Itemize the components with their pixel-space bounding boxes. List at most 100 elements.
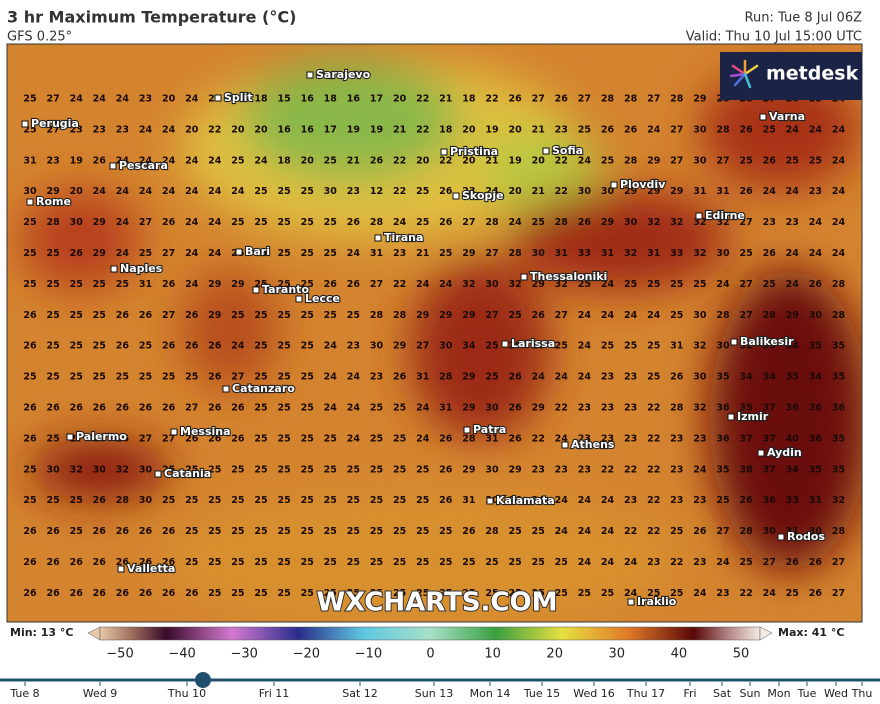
grid-value: 23 [70, 124, 83, 135]
grid-value: 30 [693, 124, 707, 135]
grid-value: 24 [162, 155, 176, 166]
grid-value: 25 [508, 526, 521, 537]
grid-value: 28 [393, 310, 407, 321]
grid-value: 28 [439, 372, 453, 383]
grid-value: 23 [624, 403, 637, 414]
grid-value: 18 [439, 124, 453, 135]
grid-value: 24 [208, 248, 222, 259]
grid-value: 30 [809, 310, 823, 321]
grid-value: 34 [462, 341, 476, 352]
colorbar-tick-label: 50 [733, 647, 750, 662]
grid-value: 22 [647, 495, 660, 506]
grid-value: 27 [46, 124, 59, 135]
city-name: Split [224, 91, 253, 104]
timeline-day[interactable]: Thu 10 [167, 687, 206, 700]
grid-value: 24 [324, 341, 338, 352]
timeline-day[interactable]: Wed [824, 687, 848, 700]
timeline-day[interactable]: Fri [683, 687, 696, 700]
grid-value: 25 [277, 341, 290, 352]
timeline-day[interactable]: Sun 13 [415, 687, 453, 700]
grid-value: 25 [46, 248, 59, 259]
grid-value: 25 [370, 526, 383, 537]
grid-value: 25 [393, 464, 406, 475]
timeline-day[interactable]: Mon [767, 687, 790, 700]
grid-value: 26 [370, 155, 384, 166]
grid-value: 26 [739, 495, 753, 506]
grid-value: 23 [347, 341, 360, 352]
grid-value: 30 [485, 464, 499, 475]
grid-value: 25 [277, 464, 290, 475]
grid-value: 25 [416, 526, 429, 537]
timeline-day[interactable]: Mon 14 [470, 687, 511, 700]
timeline-day[interactable]: Thu 17 [626, 687, 665, 700]
grid-value: 22 [532, 433, 545, 444]
grid-value: 25 [277, 186, 290, 197]
grid-value: 28 [508, 248, 522, 259]
grid-value: 23 [624, 372, 637, 383]
grid-value: 25 [532, 526, 545, 537]
timeline-day[interactable]: Thu [851, 687, 873, 700]
grid-value: 22 [555, 403, 568, 414]
timeline-day[interactable]: Tue 8 [9, 687, 39, 700]
grid-value: 31 [601, 248, 614, 259]
timeline-day[interactable]: Sat [713, 687, 732, 700]
timeline-day[interactable]: Wed 16 [573, 687, 614, 700]
grid-value: 22 [393, 279, 406, 290]
grid-value: 24 [185, 94, 199, 105]
grid-value: 24 [185, 155, 199, 166]
grid-value: 35 [716, 372, 729, 383]
grid-value: 33 [670, 248, 683, 259]
valid-time: Valid: Thu 10 Jul 15:00 UTC [686, 30, 862, 45]
grid-value: 25 [46, 433, 59, 444]
grid-value: 23 [786, 217, 799, 228]
grid-value: 31 [693, 186, 706, 197]
grid-value: 18 [254, 94, 268, 105]
grid-value: 30 [809, 526, 823, 537]
grid-value: 25 [324, 464, 337, 475]
grid-value: 26 [809, 279, 823, 290]
grid-value: 26 [93, 155, 107, 166]
grid-value: 25 [393, 433, 406, 444]
grid-value: 26 [116, 310, 130, 321]
grid-value: 23 [601, 372, 614, 383]
grid-value: 24 [786, 248, 800, 259]
grid-value: 25 [624, 341, 637, 352]
timeline-day[interactable]: Wed 9 [83, 687, 117, 700]
grid-value: 23 [647, 557, 660, 568]
grid-value: 30 [624, 217, 638, 228]
grid-value: 26 [508, 94, 522, 105]
grid-value: 19 [347, 124, 360, 135]
grid-value: 25 [439, 588, 452, 599]
grid-value: 26 [508, 403, 522, 414]
grid-value: 25 [370, 403, 383, 414]
grid-value: 24 [485, 186, 499, 197]
grid-value: 24 [578, 372, 592, 383]
grid-value: 30 [693, 310, 707, 321]
timeline-day[interactable]: Tue 15 [523, 687, 560, 700]
grid-value: 24 [208, 186, 222, 197]
grid-value: 23 [93, 124, 106, 135]
city-name: Taranto [262, 283, 309, 296]
grid-value: 25 [462, 588, 475, 599]
timeline-handle[interactable] [195, 672, 211, 688]
grid-value: 25 [555, 557, 568, 568]
timeline-day[interactable]: Sat 12 [342, 687, 378, 700]
grid-value: 24 [185, 248, 199, 259]
timeline-day[interactable]: Sun [740, 687, 761, 700]
grid-value: 26 [185, 588, 199, 599]
grid-value: 27 [485, 248, 498, 259]
grid-value: 25 [301, 372, 314, 383]
grid-value: 25 [462, 557, 475, 568]
grid-value: 26 [93, 526, 107, 537]
grid-value: 24 [93, 186, 107, 197]
timeline-day[interactable]: Tue [797, 687, 817, 700]
city-name: Pristina [450, 145, 498, 158]
grid-value: 27 [578, 94, 591, 105]
grid-value: 20 [231, 94, 245, 105]
colorbar-tick-label: −30 [230, 647, 257, 662]
grid-value: 24 [601, 557, 615, 568]
grid-value: 28 [624, 94, 638, 105]
timeline-day[interactable]: Fri 11 [259, 687, 290, 700]
grid-value: 26 [462, 526, 476, 537]
grid-value: 25 [532, 588, 545, 599]
